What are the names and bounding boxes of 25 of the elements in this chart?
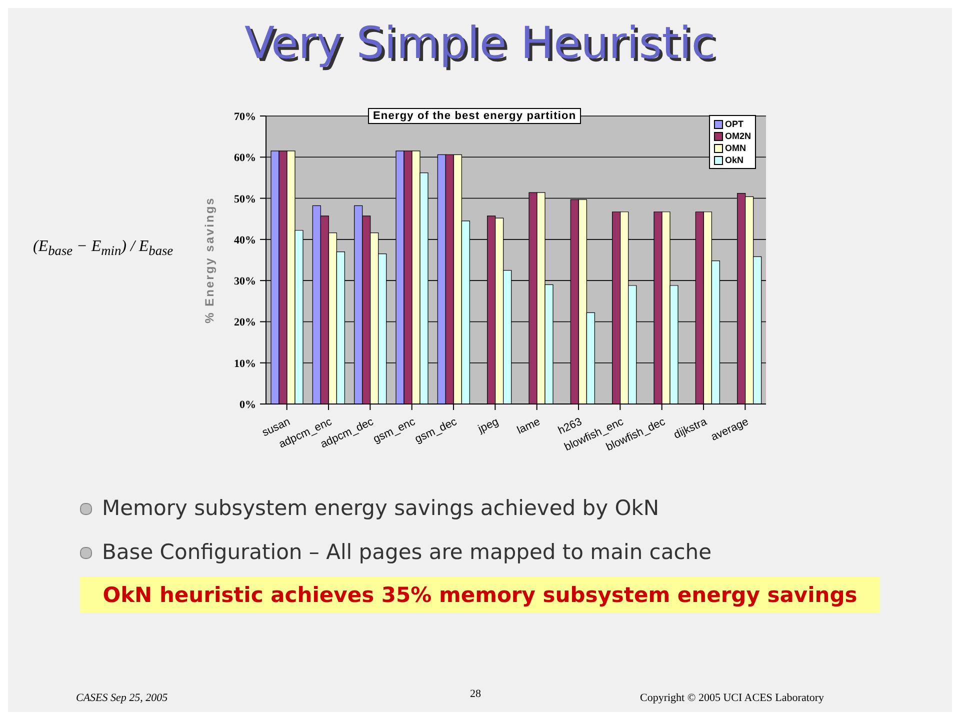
y-tick-label: 60% — [234, 152, 256, 164]
legend-label: OkN — [724, 154, 744, 166]
text: Memory subsystem energy savings achieved by OkN — [101, 496, 660, 520]
y-tick-label: 40% — [234, 234, 256, 246]
legend-label: OM2N — [724, 130, 751, 142]
y-tick-label: 10% — [234, 358, 256, 370]
y-tick-label: 30% — [234, 276, 256, 288]
legend-label: OPT — [724, 118, 744, 130]
text: (E$_{base}$ − E$_{min}$) / E$_{base}$ — [33, 238, 174, 260]
chart-title: Very Simple Heuristic — [243, 18, 717, 69]
y-axis-title: % Energy savings — [202, 196, 216, 324]
legend-label: OMN — [724, 142, 746, 154]
text: CASES Sep 25, 2005 — [76, 692, 168, 704]
chart-subtitle: Energy of the best energy partition — [368, 108, 582, 124]
x-tick-label: jpeg — [476, 416, 500, 436]
y-tick-label: 0% — [240, 399, 256, 411]
text: OkN heuristic achieves 35% memory subsystem energy savings — [80, 577, 880, 613]
text: 28 — [470, 688, 481, 700]
x-tick-label: lame — [515, 416, 542, 437]
y-tick-label: 50% — [234, 193, 256, 206]
text: Base Configuration – All pages are mapped to main cache — [101, 540, 712, 564]
x-tick-label: dijkstra — [672, 415, 710, 442]
text: Copyright © 2005 UCI ACES Laboratory — [640, 692, 824, 704]
y-tick-label: 70% — [234, 111, 256, 123]
y-tick-label: 20% — [234, 316, 256, 329]
